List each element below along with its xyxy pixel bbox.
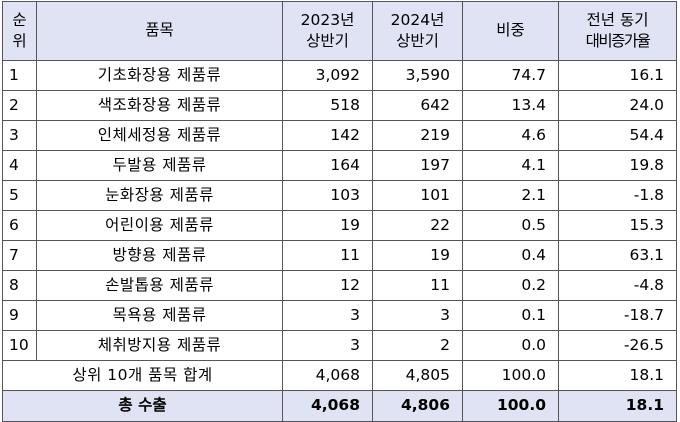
header-yoy-bottom: 대비증가율 [585,32,651,50]
table-row: 4 두발용 제품류 164 197 4.1 19.8 [2,150,677,181]
cell-rank: 8 [2,270,37,301]
subtotal-row: 상위 10개 품목 합계 4,068 4,805 100.0 18.1 [2,360,677,391]
subtotal-2023: 4,068 [282,360,373,391]
cell-yoy: 63.1 [558,240,677,271]
cell-2024: 22 [372,210,463,241]
cell-2024: 219 [372,120,463,151]
cell-share: 0.5 [462,210,559,241]
table-row: 2 색조화장용 제품류 518 642 13.4 24.0 [2,90,677,121]
total-yoy: 18.1 [558,390,677,422]
header-2023-bottom: 상반기 [306,32,349,50]
cell-share: 4.6 [462,120,559,151]
cell-rank: 6 [2,210,37,241]
total-row: 총 수출 4,068 4,806 100.0 18.1 [2,390,677,422]
cell-2024: 101 [372,180,463,211]
header-2023: 2023년 상반기 [282,1,373,61]
header-item: 품목 [36,1,283,61]
cell-2023: 3,092 [282,60,373,91]
cell-rank: 4 [2,150,37,181]
header-2024-bottom: 상반기 [396,32,439,50]
table-row: 10 체취방지용 제품류 3 2 0.0 -26.5 [2,330,677,361]
total-2023: 4,068 [282,390,373,422]
header-2024-top: 2024년 [390,11,445,30]
cell-2024: 11 [372,270,463,301]
subtotal-2024: 4,805 [372,360,463,391]
cell-name: 기초화장용 제품류 [36,60,283,91]
cell-yoy: -26.5 [558,330,677,361]
header-rank-top: 순 [12,11,27,30]
header-rank-bottom: 위 [12,32,27,50]
cell-2023: 518 [282,90,373,121]
cell-2024: 3 [372,300,463,331]
cell-2023: 3 [282,300,373,331]
header-yoy-top: 전년 동기 [586,11,649,30]
cell-rank: 7 [2,240,37,271]
cell-share: 0.0 [462,330,559,361]
table-row: 9 목욕용 제품류 3 3 0.1 -18.7 [2,300,677,331]
cell-name: 체취방지용 제품류 [36,330,283,361]
cell-name: 방향용 제품류 [36,240,283,271]
table-row: 5 눈화장용 제품류 103 101 2.1 -1.8 [2,180,677,211]
cell-2023: 164 [282,150,373,181]
subtotal-share: 100.0 [462,360,559,391]
header-share: 비중 [462,1,559,61]
cell-yoy: 24.0 [558,90,677,121]
header-yoy: 전년 동기 대비증가율 [558,1,677,61]
cell-share: 0.1 [462,300,559,331]
cell-2023: 19 [282,210,373,241]
table-row: 1 기초화장용 제품류 3,092 3,590 74.7 16.1 [2,60,677,91]
cell-yoy: -1.8 [558,180,677,211]
cell-share: 74.7 [462,60,559,91]
total-share: 100.0 [462,390,559,422]
table-row: 6 어린이용 제품류 19 22 0.5 15.3 [2,210,677,241]
cell-share: 0.4 [462,240,559,271]
cell-rank: 3 [2,120,37,151]
cell-2024: 3,590 [372,60,463,91]
cell-2024: 19 [372,240,463,271]
cell-yoy: 19.8 [558,150,677,181]
cell-2023: 12 [282,270,373,301]
cell-2024: 642 [372,90,463,121]
cell-2024: 2 [372,330,463,361]
cell-name: 손발톱용 제품류 [36,270,283,301]
cell-name: 목욕용 제품류 [36,300,283,331]
cell-yoy: -4.8 [558,270,677,301]
total-2024: 4,806 [372,390,463,422]
cell-name: 인체세정용 제품류 [36,120,283,151]
cell-name: 색조화장용 제품류 [36,90,283,121]
total-label: 총 수출 [2,390,283,422]
cell-rank: 1 [2,60,37,91]
subtotal-yoy: 18.1 [558,360,677,391]
cell-rank: 2 [2,90,37,121]
cell-yoy: 54.4 [558,120,677,151]
header-2024: 2024년 상반기 [372,1,463,61]
cell-share: 4.1 [462,150,559,181]
cell-rank: 9 [2,300,37,331]
cell-name: 어린이용 제품류 [36,210,283,241]
cell-2023: 11 [282,240,373,271]
header-2023-top: 2023년 [300,11,355,30]
cell-yoy: -18.7 [558,300,677,331]
table-row: 7 방향용 제품류 11 19 0.4 63.1 [2,240,677,271]
cell-rank: 5 [2,180,37,211]
cell-2023: 142 [282,120,373,151]
cell-share: 13.4 [462,90,559,121]
cell-name: 눈화장용 제품류 [36,180,283,211]
cell-2023: 3 [282,330,373,361]
cell-2023: 103 [282,180,373,211]
cell-rank: 10 [2,330,37,361]
table-row: 8 손발톱용 제품류 12 11 0.2 -4.8 [2,270,677,301]
cell-yoy: 16.1 [558,60,677,91]
table-row: 3 인체세정용 제품류 142 219 4.6 54.4 [2,120,677,151]
header-rank: 순 위 [2,1,37,61]
cell-share: 2.1 [462,180,559,211]
cell-name: 두발용 제품류 [36,150,283,181]
cell-share: 0.2 [462,270,559,301]
header-row: 순 위 품목 2023년 상반기 2024년 상반기 비중 전년 동기 대비증가… [2,1,677,61]
cell-yoy: 15.3 [558,210,677,241]
cell-2024: 197 [372,150,463,181]
subtotal-label: 상위 10개 품목 합계 [2,360,283,391]
